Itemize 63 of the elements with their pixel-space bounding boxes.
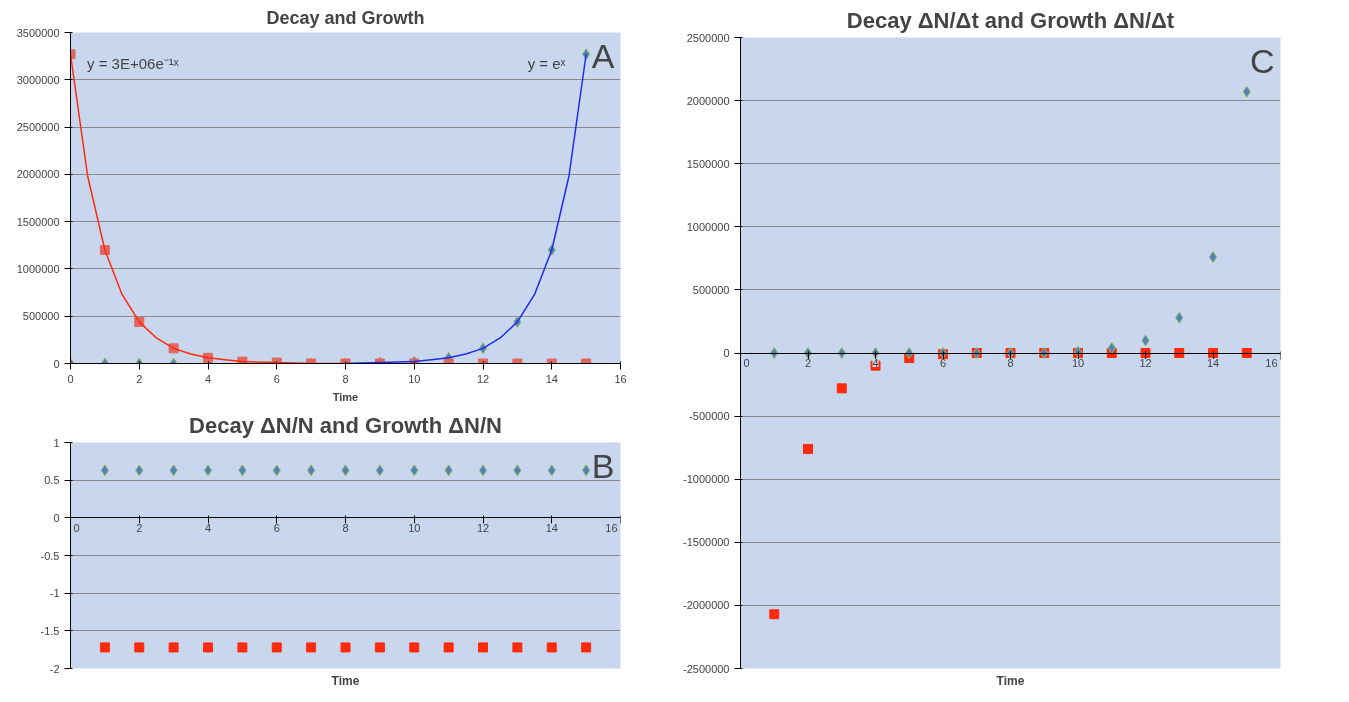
x-tick-label: 0 (743, 357, 750, 369)
y-tick-label: 1 (53, 436, 60, 449)
x-tick-label: 14 (545, 372, 558, 385)
y-tick-label: -2 (49, 662, 60, 675)
y-tick-label: 500000 (22, 310, 60, 323)
chart-title: Decay ΔN/N and Growth ΔN/N (189, 412, 502, 438)
y-tick-label: 2000000 (16, 168, 60, 181)
annotation: C (1249, 41, 1275, 80)
y-tick-label: 1500000 (16, 215, 60, 228)
x-tick-label: 10 (408, 372, 421, 385)
x-tick-label: 16 (614, 372, 627, 385)
x-tick-label: 0 (73, 521, 80, 534)
x-tick-label: 6 (273, 372, 280, 385)
x-tick-label: 10 (1071, 357, 1085, 369)
x-tick-label: 6 (939, 357, 947, 369)
y-tick-label: 500000 (692, 283, 730, 296)
y-tick-label: 0 (723, 347, 730, 359)
x-tick-label: 14 (545, 521, 558, 534)
x-tick-label: 0 (67, 372, 74, 385)
y-tick-label: 2500000 (16, 121, 60, 134)
y-tick-label: -1.5 (40, 624, 60, 637)
y-tick-label: -0.5 (40, 549, 60, 562)
x-tick-label: 12 (1139, 357, 1152, 369)
x-axis-title: Time (331, 673, 360, 688)
x-tick-label: 4 (872, 357, 879, 369)
x-tick-label: 8 (342, 372, 349, 385)
x-tick-label: 8 (1007, 357, 1014, 369)
x-tick-label: 10 (408, 521, 421, 534)
y-tick-label: 3000000 (16, 73, 60, 86)
annotation: y = eˣ (527, 55, 566, 73)
x-tick-label: 4 (204, 521, 212, 534)
y-tick-label: 0 (53, 511, 60, 524)
x-tick-label: 14 (1206, 357, 1220, 369)
x-tick-label: 2 (136, 521, 143, 534)
y-tick-label: 1000000 (16, 262, 60, 275)
x-tick-label: 16 (605, 521, 618, 534)
y-tick-label: 3500000 (16, 26, 60, 39)
x-tick-label: 2 (804, 357, 812, 369)
x-tick-label: 8 (342, 521, 349, 534)
y-tick-label: 1000000 (686, 220, 730, 233)
x-tick-label: 12 (476, 372, 490, 385)
annotation: A (591, 36, 615, 75)
x-tick-label: 12 (476, 521, 490, 534)
y-tick-label: -1000000 (683, 473, 730, 486)
y-tick-label: -2000000 (683, 599, 730, 612)
y-tick-label: 2000000 (686, 94, 730, 107)
annotation: B (591, 446, 615, 485)
y-tick-label: -1 (49, 587, 60, 600)
x-tick-label: 4 (204, 372, 212, 385)
x-axis-title: Time (332, 390, 359, 403)
chart-title: Decay ΔN/Δt and Growth ΔN/Δt (846, 7, 1175, 33)
y-tick-label: -500000 (689, 410, 730, 423)
y-tick-label: -2500000 (683, 662, 730, 675)
y-tick-label: 2500000 (686, 31, 730, 44)
annotation: y = 3E+06e⁻¹ˣ (87, 55, 179, 73)
y-tick-label: 1500000 (686, 157, 730, 170)
chart-title: Decay and Growth (266, 7, 425, 28)
x-axis-title: Time (996, 673, 1025, 688)
x-tick-label: 6 (273, 521, 280, 534)
x-tick-label: 2 (136, 372, 143, 385)
x-tick-label: 16 (1265, 357, 1278, 369)
y-tick-label: -1500000 (683, 536, 730, 549)
y-tick-label: 0.5 (44, 474, 60, 487)
